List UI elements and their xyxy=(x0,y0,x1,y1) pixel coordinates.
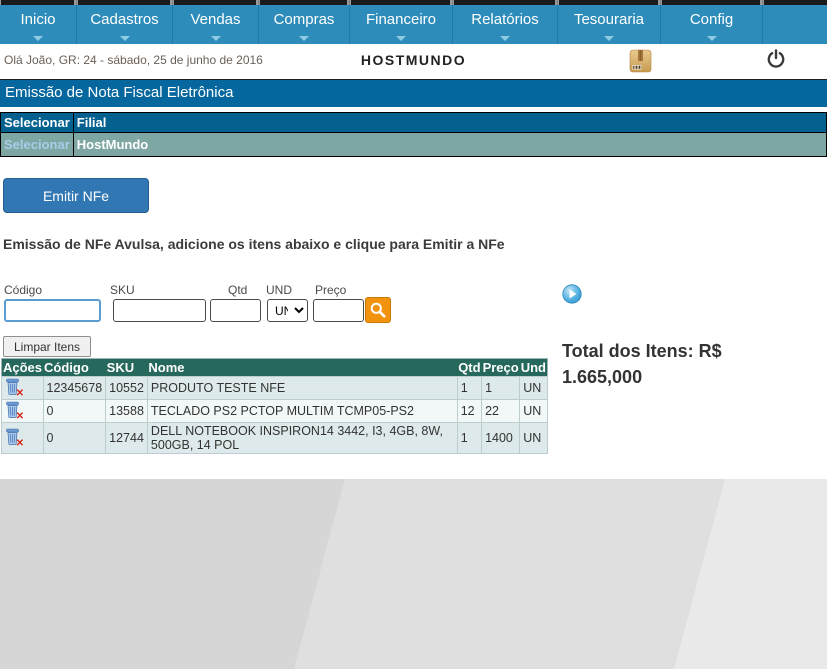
user-bar: Olá João, GR: 24 - sábado, 25 de junho d… xyxy=(0,44,827,79)
filial-header-filial: Filial xyxy=(72,112,827,133)
nav-item-cadastros[interactable]: Cadastros xyxy=(77,0,173,44)
search-product-button[interactable] xyxy=(365,297,391,323)
power-icon[interactable] xyxy=(766,49,786,69)
table-row: ✕ 0 12744 DELL NOTEBOOK INSPIRON14 3442,… xyxy=(1,422,548,454)
items-header-row: Ações Código SKU Nome Qtd Preço Und xyxy=(1,358,548,377)
codigo-input[interactable] xyxy=(4,299,101,322)
header-codigo: Código xyxy=(43,358,106,377)
filial-table: Selecionar Filial Selecionar HostMundo xyxy=(0,112,827,157)
delete-item-icon[interactable]: ✕ xyxy=(5,401,24,422)
cell-und: UN xyxy=(519,422,548,454)
cell-nome: TECLADO PS2 PCTOP MULTIM TCMP05-PS2 xyxy=(146,399,458,423)
total-items-value: Total dos Itens: R$ 1.665,000 xyxy=(562,341,722,387)
background-panel xyxy=(0,479,827,669)
cell-sku: 12744 xyxy=(105,422,148,454)
cell-und: UN xyxy=(519,399,548,423)
header-und: Und xyxy=(519,358,548,377)
limpar-itens-button[interactable]: Limpar Itens xyxy=(3,336,92,357)
codigo-label: Código xyxy=(4,283,43,297)
nav-item-financeiro[interactable]: Financeiro xyxy=(350,0,453,44)
nav-item-config[interactable]: Config xyxy=(661,0,763,44)
cell-qtd: 12 xyxy=(456,399,483,423)
chevron-down-icon xyxy=(33,36,43,41)
header-qtd: Qtd xyxy=(457,358,482,377)
filial-header-selecionar: Selecionar xyxy=(0,112,74,133)
nav-filler xyxy=(763,0,827,44)
header-sku: SKU xyxy=(105,358,148,377)
cell-codigo: 0 xyxy=(42,399,107,423)
cell-codigo: 12345678 xyxy=(42,376,107,400)
user-greeting: Olá João, GR: 24 - sábado, 25 de junho d… xyxy=(4,53,263,67)
emitir-nfe-button[interactable]: Emitir NFe xyxy=(3,178,149,213)
header-acoes: Ações xyxy=(1,358,44,377)
cell-sku: 10552 xyxy=(105,376,148,400)
qtd-label: Qtd xyxy=(228,283,248,297)
und-select[interactable]: UN xyxy=(267,299,308,322)
chevron-down-icon xyxy=(299,36,309,41)
cell-qtd: 1 xyxy=(456,376,483,400)
cell-preco: 22 xyxy=(481,399,521,423)
filial-header-row: Selecionar Filial xyxy=(0,112,827,133)
magnifier-icon xyxy=(370,302,386,318)
cell-und: UN xyxy=(519,376,548,400)
header-nome: Nome xyxy=(147,358,458,377)
chevron-down-icon xyxy=(500,36,510,41)
play-arrow-icon[interactable] xyxy=(562,284,582,304)
filial-name: HostMundo xyxy=(76,137,149,152)
nav-item-tesouraria[interactable]: Tesouraria xyxy=(558,0,661,44)
nav-item-vendas[interactable]: Vendas xyxy=(173,0,259,44)
chevron-down-icon xyxy=(604,36,614,41)
chevron-down-icon xyxy=(706,36,717,41)
background-band xyxy=(0,479,345,669)
page-title: Emissão de Nota Fiscal Eletrônica xyxy=(0,79,827,107)
nav-item-relatorios[interactable]: Relatórios xyxy=(453,0,558,44)
chevron-down-icon xyxy=(396,36,406,41)
cell-nome: PRODUTO TESTE NFE xyxy=(146,376,458,400)
delete-item-icon[interactable]: ✕ xyxy=(5,378,24,399)
cell-qtd: 1 xyxy=(456,422,483,454)
cell-codigo: 0 xyxy=(42,422,107,454)
instruction-text: Emissão de NFe Avulsa, adicione os itens… xyxy=(3,236,505,252)
selecionar-filial-link[interactable]: Selecionar xyxy=(4,137,70,152)
cell-nome: DELL NOTEBOOK INSPIRON14 3442, I3, 4GB, … xyxy=(146,422,458,454)
table-row: ✕ 0 13588 TECLADO PS2 PCTOP MULTIM TCMP0… xyxy=(1,399,548,423)
brand-name: HOSTMUNDO xyxy=(360,52,467,68)
preco-input[interactable] xyxy=(313,299,364,322)
cell-sku: 13588 xyxy=(105,399,148,423)
main-nav: Inicio Cadastros Vendas Compras Financei… xyxy=(0,0,827,44)
preco-label: Preço xyxy=(315,283,347,297)
und-label: UND xyxy=(266,283,292,297)
table-row: ✕ 12345678 10552 PRODUTO TESTE NFE 1 1 U… xyxy=(1,376,548,400)
cell-preco: 1400 xyxy=(481,422,521,454)
qtd-input[interactable] xyxy=(210,299,261,322)
sku-label: SKU xyxy=(110,283,135,297)
header-preco: Preço xyxy=(481,358,520,377)
chevron-down-icon xyxy=(210,36,221,41)
delete-item-icon[interactable]: ✕ xyxy=(5,428,24,449)
nav-item-inicio[interactable]: Inicio xyxy=(0,0,77,44)
filial-row: Selecionar HostMundo xyxy=(0,132,827,157)
background-band xyxy=(294,479,725,669)
sku-input[interactable] xyxy=(113,299,206,322)
package-icon[interactable] xyxy=(629,48,652,73)
items-table: Ações Código SKU Nome Qtd Preço Und ✕ 12… xyxy=(1,358,548,454)
chevron-down-icon xyxy=(119,36,130,41)
cell-preco: 1 xyxy=(481,376,521,400)
nav-item-compras[interactable]: Compras xyxy=(259,0,350,44)
